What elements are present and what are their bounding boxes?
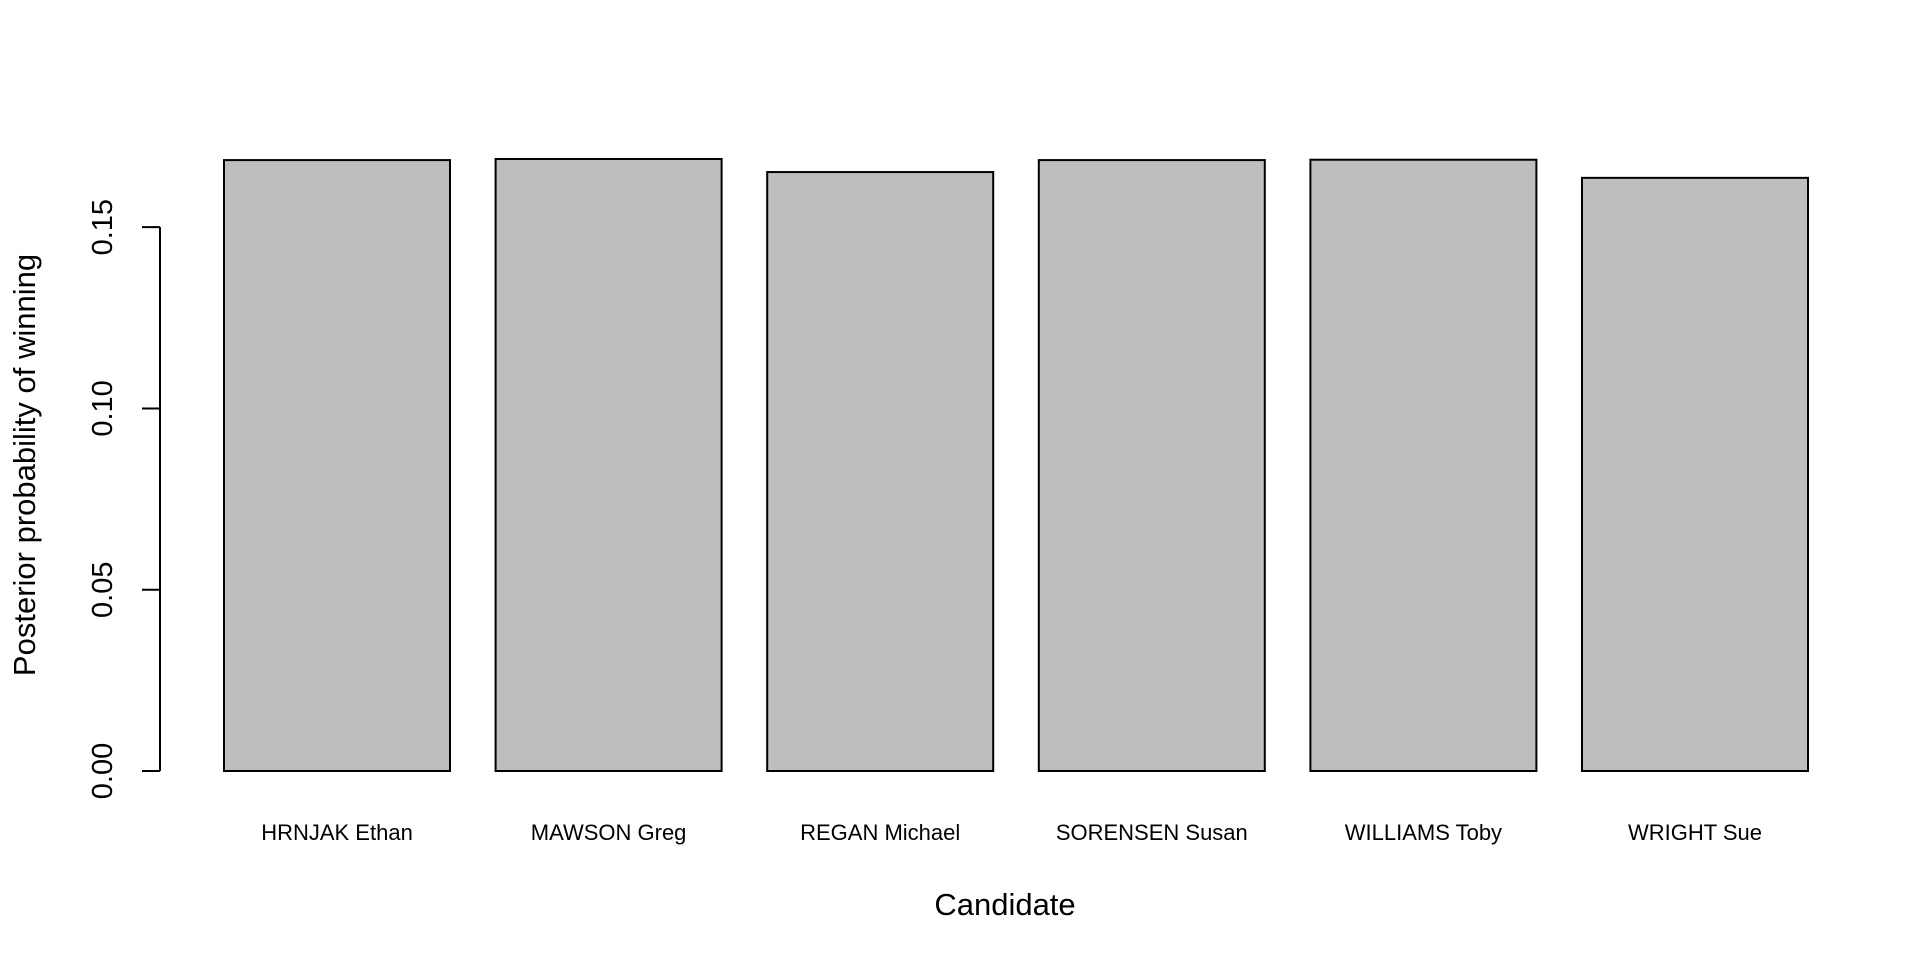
bar-regan-michael bbox=[766, 171, 995, 773]
x-tick-label: WRIGHT Sue bbox=[1628, 820, 1762, 845]
y-axis: 0.00 0.05 0.10 0.15 bbox=[87, 199, 161, 799]
bar-hrnjak-ethan bbox=[223, 159, 451, 772]
x-tick-label: MAWSON Greg bbox=[531, 820, 687, 845]
y-ticks: 0.00 0.05 0.10 0.15 bbox=[87, 199, 160, 799]
x-axis-title: Candidate bbox=[934, 887, 1075, 922]
x-category-labels: HRNJAK Ethan MAWSON Greg REGAN Michael SORE… bbox=[261, 820, 1762, 845]
y-tick-label: 0.10 bbox=[87, 380, 119, 436]
x-tick-label: SORENSEN Susan bbox=[1056, 820, 1248, 845]
bar-williams-toby bbox=[1309, 158, 1538, 773]
y-axis-title: Posterior probability of winning bbox=[7, 254, 42, 676]
y-tick-label: 0.05 bbox=[87, 561, 119, 617]
y-tick-label: 0.00 bbox=[87, 743, 119, 799]
bar-mawson-greg bbox=[494, 158, 723, 772]
x-tick-label: HRNJAK Ethan bbox=[261, 820, 413, 845]
y-tick-label: 0.15 bbox=[87, 199, 119, 255]
x-tick-label: WILLIAMS Toby bbox=[1345, 820, 1502, 845]
bars-layer bbox=[223, 158, 1809, 773]
bar-wright-sue bbox=[1581, 176, 1809, 772]
x-tick-label: REGAN Michael bbox=[800, 820, 960, 845]
bar-sorensen-susan bbox=[1037, 159, 1266, 772]
